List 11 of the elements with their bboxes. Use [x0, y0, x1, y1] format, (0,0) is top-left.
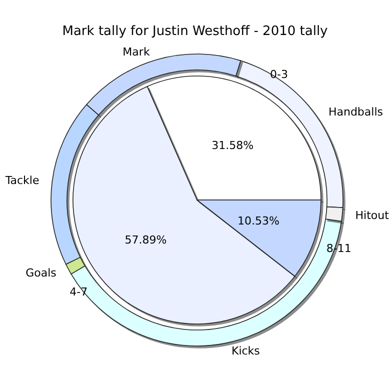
slice-label: 0-3: [270, 68, 288, 81]
data-label: 10.53%: [238, 214, 280, 228]
data-label: 57.89%: [124, 233, 167, 246]
slice-label: Kicks: [231, 344, 260, 358]
slice-label: Handballs: [328, 106, 384, 119]
slice-label: Hitout: [355, 208, 390, 222]
data-label: 31.58%: [212, 139, 254, 152]
slice-label: Goals: [26, 266, 57, 280]
slice-label: Tackle: [4, 174, 40, 187]
chart-title: Mark tally for Justin Westhoff - 2010 tally: [62, 24, 328, 39]
slice-label: Mark: [122, 45, 150, 58]
